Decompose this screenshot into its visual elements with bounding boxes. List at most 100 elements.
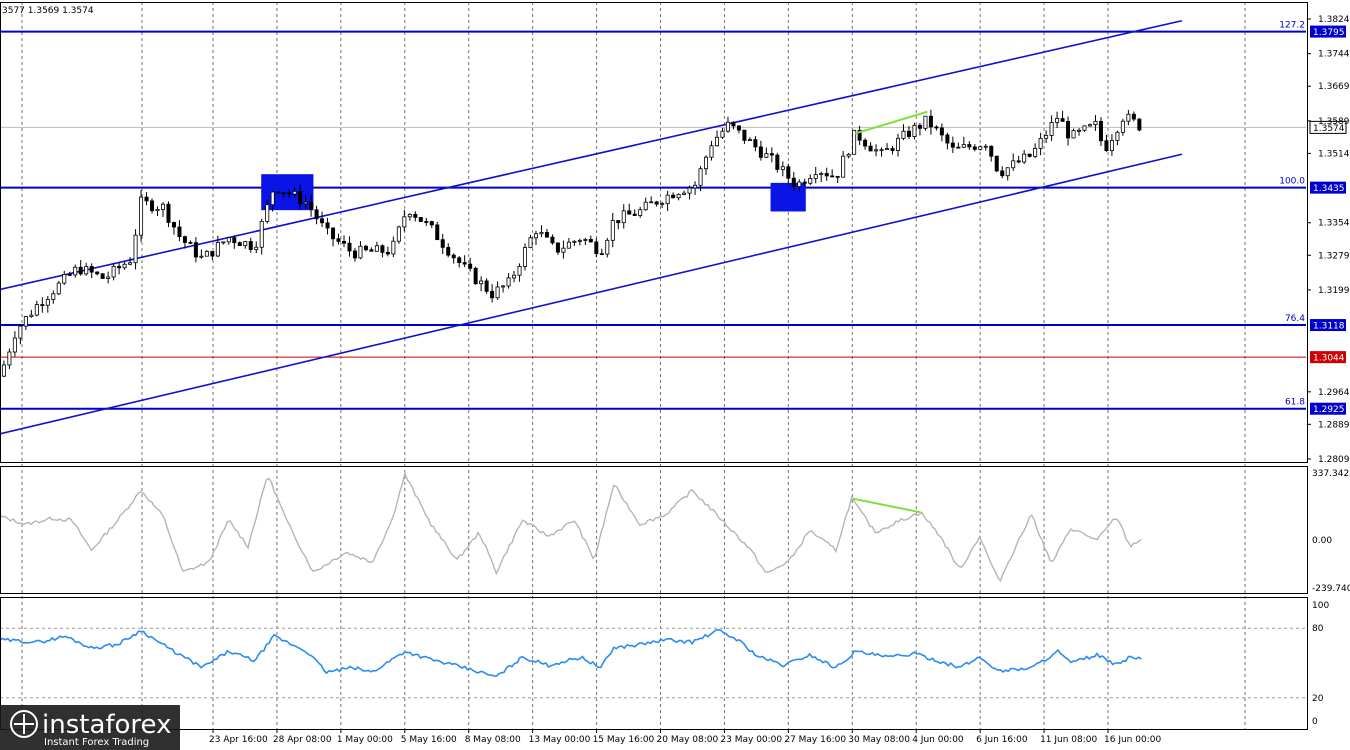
candle-body xyxy=(232,237,237,244)
price-level-badge-text: 1.3118 xyxy=(1313,322,1345,332)
candle-body xyxy=(7,351,12,366)
candle-body xyxy=(643,201,648,211)
candle-body xyxy=(281,192,286,195)
candle-body xyxy=(1049,122,1054,136)
candle-body xyxy=(287,192,292,195)
candle-body xyxy=(122,263,127,269)
candle-body xyxy=(758,146,763,158)
price-level-badge-text: 1.3435 xyxy=(1313,184,1345,194)
candle-body xyxy=(506,277,511,287)
highlight-box xyxy=(770,182,806,212)
candle-body xyxy=(34,304,39,316)
candle-body xyxy=(1087,124,1092,127)
candle-body xyxy=(413,213,418,218)
candle-body xyxy=(347,242,352,252)
candle-body xyxy=(885,148,890,151)
candle-body xyxy=(923,115,928,129)
candle-body xyxy=(363,245,368,251)
price-tick-label: 1.3824 xyxy=(1318,15,1350,25)
candle-body xyxy=(1038,137,1043,149)
candle-body xyxy=(808,178,813,184)
watermark: instaforex Instant Forex Trading xyxy=(0,705,180,750)
candle-body xyxy=(863,139,868,147)
cci-tick-label: 0.00 xyxy=(1312,536,1332,546)
candle-body xyxy=(495,286,500,299)
price-level-badge xyxy=(1310,351,1346,364)
candle-body xyxy=(725,121,730,132)
price-tick-label: 1.2809 xyxy=(1318,455,1350,465)
candle-body xyxy=(248,241,253,250)
candle-body xyxy=(978,146,983,150)
time-tick-label: 30 May 08:00 xyxy=(848,735,910,745)
main-panel-frame xyxy=(0,2,1308,463)
candle-body xyxy=(29,314,34,317)
candle-body xyxy=(901,130,906,139)
price-tick-label: 1.3514 xyxy=(1318,149,1350,159)
cci-divergence-line xyxy=(851,497,921,514)
candle-body xyxy=(171,222,176,228)
candle-body xyxy=(215,241,220,257)
candle-body xyxy=(331,227,336,240)
brand-name: instaforex xyxy=(42,710,171,740)
candle-body xyxy=(1137,118,1142,131)
candle-body xyxy=(1055,118,1060,123)
candle-body xyxy=(528,237,533,248)
candle-body xyxy=(95,271,100,275)
candle-body xyxy=(533,233,538,239)
rsi-axis: 100 80 20 0 xyxy=(1312,601,1329,727)
candle-body xyxy=(906,130,911,137)
candle-body xyxy=(78,266,83,275)
candle-body xyxy=(106,276,111,279)
ohlc-header: 3577 1.3569 1.3574 xyxy=(2,6,94,16)
candle-body xyxy=(714,136,719,147)
candle-body xyxy=(1011,160,1016,169)
candle-body xyxy=(385,251,390,255)
candle-body xyxy=(402,216,407,228)
candle-body xyxy=(51,293,56,300)
candle-body xyxy=(1,364,6,377)
candle-body xyxy=(638,209,643,216)
candle-body xyxy=(182,236,187,243)
candle-body xyxy=(1120,120,1125,133)
candles xyxy=(1,109,1142,378)
candle-body xyxy=(780,166,785,170)
candle-body xyxy=(1131,113,1136,120)
candle-body xyxy=(56,282,61,295)
candle-body xyxy=(1005,167,1010,177)
candle-body xyxy=(989,145,994,157)
candle-body xyxy=(276,191,281,194)
candle-body xyxy=(380,245,385,253)
candle-body xyxy=(270,191,275,206)
candle-body xyxy=(150,200,155,212)
candle-body xyxy=(896,137,901,151)
candle-body xyxy=(336,238,341,242)
candle-body xyxy=(73,266,78,276)
candle-body xyxy=(824,172,829,177)
candle-body xyxy=(117,265,122,269)
candle-body xyxy=(588,239,593,243)
price-axis: 1.3795 1.3435 1.3118 1.3044 1.2925 1.3574 1.38… xyxy=(1307,15,1350,465)
candle-body xyxy=(956,146,961,149)
rsi-tick-label: 0 xyxy=(1312,717,1318,727)
rsi-tick-label: 20 xyxy=(1312,694,1324,704)
candle-body xyxy=(484,280,489,292)
candle-body xyxy=(682,192,687,195)
candle-body xyxy=(160,203,165,210)
candle-body xyxy=(660,203,665,206)
price-level-badge xyxy=(1310,25,1346,38)
candle-body xyxy=(23,316,28,327)
rsi-indicator xyxy=(0,628,1142,678)
candle-body xyxy=(550,236,555,244)
candle-body xyxy=(747,139,752,142)
time-tick-label: 27 May 16:00 xyxy=(784,735,846,745)
candle-body xyxy=(1033,147,1038,157)
candle-body xyxy=(523,247,528,267)
candle-body xyxy=(1060,118,1065,122)
candle-body xyxy=(665,194,670,205)
candle-body xyxy=(84,266,89,275)
candle-body xyxy=(610,220,615,241)
candle-body xyxy=(950,142,955,148)
candle-body xyxy=(890,148,895,151)
